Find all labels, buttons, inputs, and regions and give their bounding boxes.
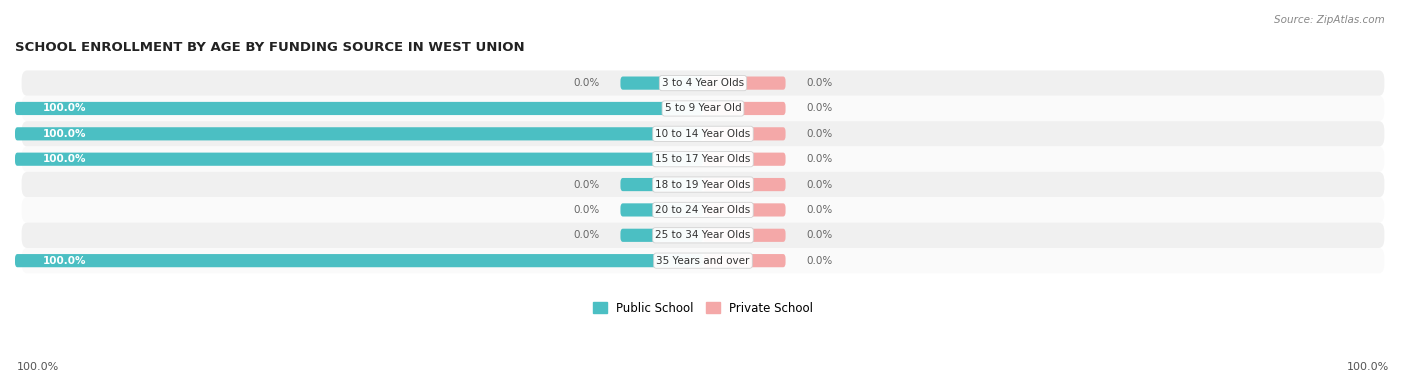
FancyBboxPatch shape bbox=[21, 248, 1385, 273]
FancyBboxPatch shape bbox=[703, 76, 786, 90]
Text: 0.0%: 0.0% bbox=[574, 230, 600, 240]
FancyBboxPatch shape bbox=[620, 76, 703, 90]
FancyBboxPatch shape bbox=[703, 178, 786, 191]
FancyBboxPatch shape bbox=[21, 147, 1385, 172]
FancyBboxPatch shape bbox=[703, 102, 786, 115]
Text: 100.0%: 100.0% bbox=[17, 363, 59, 372]
FancyBboxPatch shape bbox=[15, 127, 703, 141]
Text: 0.0%: 0.0% bbox=[574, 180, 600, 189]
Text: 0.0%: 0.0% bbox=[574, 78, 600, 88]
Text: 0.0%: 0.0% bbox=[806, 129, 832, 139]
Text: 100.0%: 100.0% bbox=[42, 256, 86, 266]
Text: 0.0%: 0.0% bbox=[574, 205, 600, 215]
FancyBboxPatch shape bbox=[15, 102, 703, 115]
Text: 0.0%: 0.0% bbox=[806, 205, 832, 215]
Text: 100.0%: 100.0% bbox=[42, 104, 86, 113]
FancyBboxPatch shape bbox=[703, 203, 786, 217]
FancyBboxPatch shape bbox=[21, 96, 1385, 121]
FancyBboxPatch shape bbox=[620, 178, 703, 191]
FancyBboxPatch shape bbox=[15, 153, 703, 166]
Text: 0.0%: 0.0% bbox=[806, 180, 832, 189]
Text: 25 to 34 Year Olds: 25 to 34 Year Olds bbox=[655, 230, 751, 240]
Text: 100.0%: 100.0% bbox=[42, 154, 86, 164]
Text: SCHOOL ENROLLMENT BY AGE BY FUNDING SOURCE IN WEST UNION: SCHOOL ENROLLMENT BY AGE BY FUNDING SOUR… bbox=[15, 42, 524, 54]
Text: 5 to 9 Year Old: 5 to 9 Year Old bbox=[665, 104, 741, 113]
Text: 15 to 17 Year Olds: 15 to 17 Year Olds bbox=[655, 154, 751, 164]
FancyBboxPatch shape bbox=[620, 229, 703, 242]
FancyBboxPatch shape bbox=[21, 172, 1385, 197]
Text: 3 to 4 Year Olds: 3 to 4 Year Olds bbox=[662, 78, 744, 88]
Legend: Public School, Private School: Public School, Private School bbox=[588, 297, 818, 319]
Text: 0.0%: 0.0% bbox=[806, 104, 832, 113]
FancyBboxPatch shape bbox=[21, 197, 1385, 223]
FancyBboxPatch shape bbox=[21, 70, 1385, 96]
Text: 0.0%: 0.0% bbox=[806, 230, 832, 240]
FancyBboxPatch shape bbox=[703, 153, 786, 166]
FancyBboxPatch shape bbox=[21, 121, 1385, 147]
Text: Source: ZipAtlas.com: Source: ZipAtlas.com bbox=[1274, 15, 1385, 25]
Text: 0.0%: 0.0% bbox=[806, 78, 832, 88]
Text: 20 to 24 Year Olds: 20 to 24 Year Olds bbox=[655, 205, 751, 215]
FancyBboxPatch shape bbox=[620, 203, 703, 217]
FancyBboxPatch shape bbox=[21, 223, 1385, 248]
FancyBboxPatch shape bbox=[703, 254, 786, 267]
Text: 10 to 14 Year Olds: 10 to 14 Year Olds bbox=[655, 129, 751, 139]
Text: 0.0%: 0.0% bbox=[806, 154, 832, 164]
FancyBboxPatch shape bbox=[15, 254, 703, 267]
FancyBboxPatch shape bbox=[703, 127, 786, 141]
FancyBboxPatch shape bbox=[703, 229, 786, 242]
Text: 0.0%: 0.0% bbox=[806, 256, 832, 266]
Text: 18 to 19 Year Olds: 18 to 19 Year Olds bbox=[655, 180, 751, 189]
Text: 35 Years and over: 35 Years and over bbox=[657, 256, 749, 266]
Text: 100.0%: 100.0% bbox=[1347, 363, 1389, 372]
Text: 100.0%: 100.0% bbox=[42, 129, 86, 139]
